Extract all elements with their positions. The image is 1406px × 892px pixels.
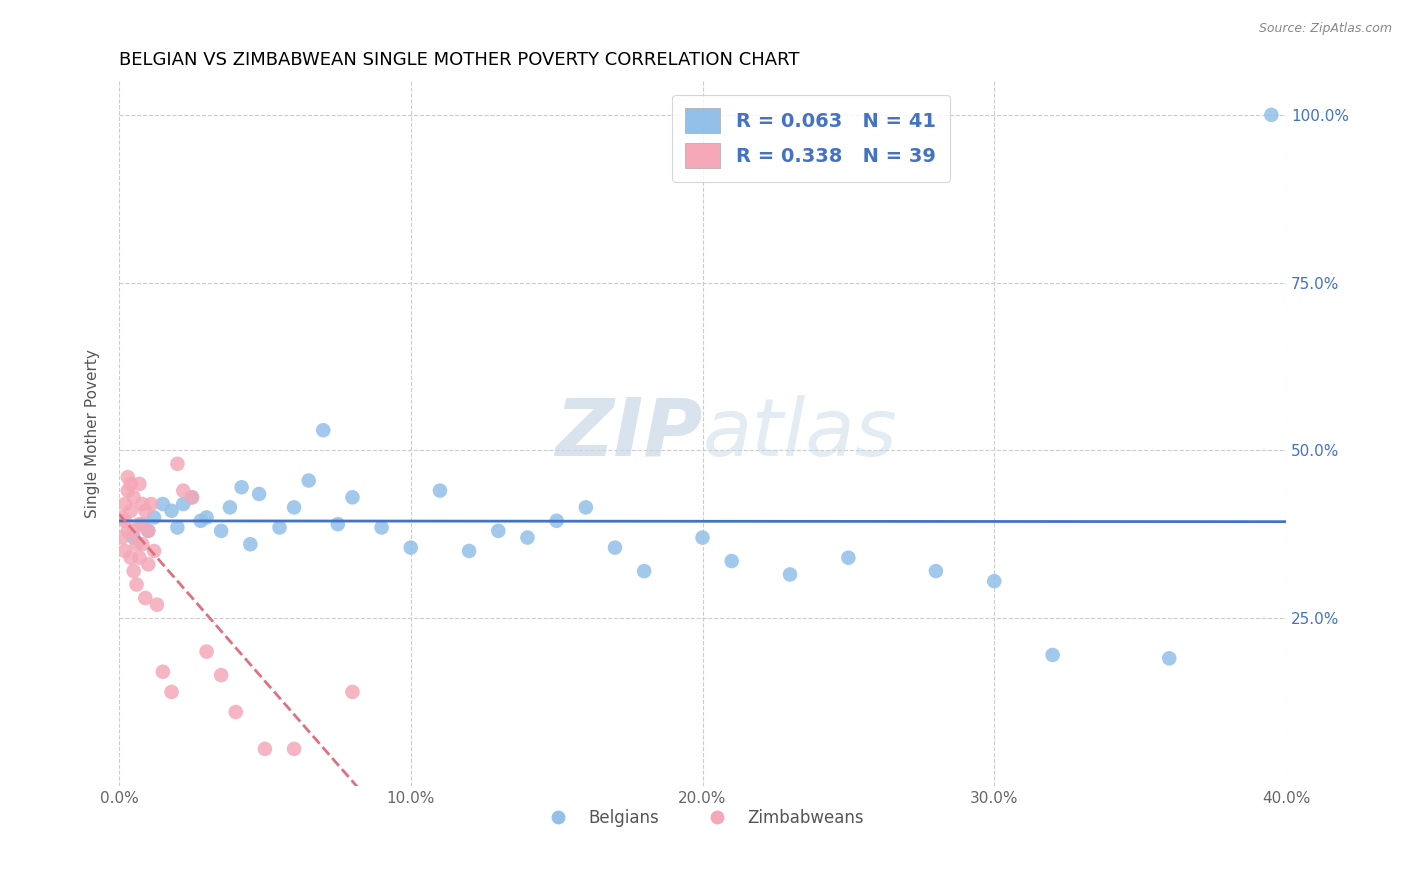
Point — [779, 567, 801, 582]
Point — [152, 665, 174, 679]
Point — [172, 497, 194, 511]
Point — [114, 514, 136, 528]
Point — [134, 591, 156, 605]
Point — [136, 524, 159, 538]
Point — [1260, 108, 1282, 122]
Text: atlas: atlas — [703, 394, 897, 473]
Point — [209, 524, 232, 538]
Point — [342, 685, 364, 699]
Point — [312, 423, 335, 437]
Point — [122, 491, 145, 505]
Point — [190, 514, 212, 528]
Point — [326, 517, 349, 532]
Point — [225, 705, 247, 719]
Point — [429, 483, 451, 498]
Point — [128, 476, 150, 491]
Point — [114, 544, 136, 558]
Point — [114, 497, 136, 511]
Point — [181, 491, 204, 505]
Point — [298, 474, 321, 488]
Point — [117, 470, 139, 484]
Point — [575, 500, 598, 515]
Point — [720, 554, 742, 568]
Point — [111, 510, 134, 524]
Point — [486, 524, 509, 538]
Point — [120, 504, 142, 518]
Point — [166, 520, 188, 534]
Point — [131, 517, 153, 532]
Point — [120, 476, 142, 491]
Point — [1042, 648, 1064, 662]
Point — [837, 550, 859, 565]
Point — [209, 668, 232, 682]
Point — [181, 491, 204, 505]
Text: Source: ZipAtlas.com: Source: ZipAtlas.com — [1258, 22, 1392, 36]
Point — [125, 577, 148, 591]
Point — [117, 524, 139, 538]
Text: ZIP: ZIP — [555, 394, 703, 473]
Point — [370, 520, 392, 534]
Y-axis label: Single Mother Poverty: Single Mother Poverty — [86, 349, 100, 518]
Point — [195, 510, 218, 524]
Point — [983, 574, 1005, 589]
Point — [120, 550, 142, 565]
Legend: Belgians, Zimbabweans: Belgians, Zimbabweans — [534, 803, 870, 834]
Point — [247, 487, 270, 501]
Point — [692, 531, 714, 545]
Point — [239, 537, 262, 551]
Point — [458, 544, 481, 558]
Point — [283, 742, 305, 756]
Point — [136, 558, 159, 572]
Point — [111, 531, 134, 545]
Point — [231, 480, 253, 494]
Point — [143, 544, 166, 558]
Point — [219, 500, 242, 515]
Point — [125, 537, 148, 551]
Point — [146, 598, 169, 612]
Point — [603, 541, 626, 555]
Point — [283, 500, 305, 515]
Point — [139, 497, 162, 511]
Point — [152, 497, 174, 511]
Point — [1159, 651, 1181, 665]
Point — [128, 517, 150, 532]
Point — [122, 524, 145, 538]
Point — [131, 497, 153, 511]
Point — [160, 504, 183, 518]
Point — [546, 514, 568, 528]
Point — [925, 564, 948, 578]
Point — [122, 531, 145, 545]
Point — [160, 685, 183, 699]
Point — [342, 491, 364, 505]
Point — [166, 457, 188, 471]
Point — [143, 510, 166, 524]
Point — [131, 537, 153, 551]
Text: BELGIAN VS ZIMBABWEAN SINGLE MOTHER POVERTY CORRELATION CHART: BELGIAN VS ZIMBABWEAN SINGLE MOTHER POVE… — [120, 51, 800, 69]
Point — [117, 483, 139, 498]
Point — [516, 531, 538, 545]
Point — [195, 645, 218, 659]
Point — [269, 520, 291, 534]
Point — [172, 483, 194, 498]
Point — [134, 504, 156, 518]
Point — [136, 524, 159, 538]
Point — [253, 742, 276, 756]
Point — [122, 564, 145, 578]
Point — [633, 564, 655, 578]
Point — [399, 541, 422, 555]
Point — [128, 550, 150, 565]
